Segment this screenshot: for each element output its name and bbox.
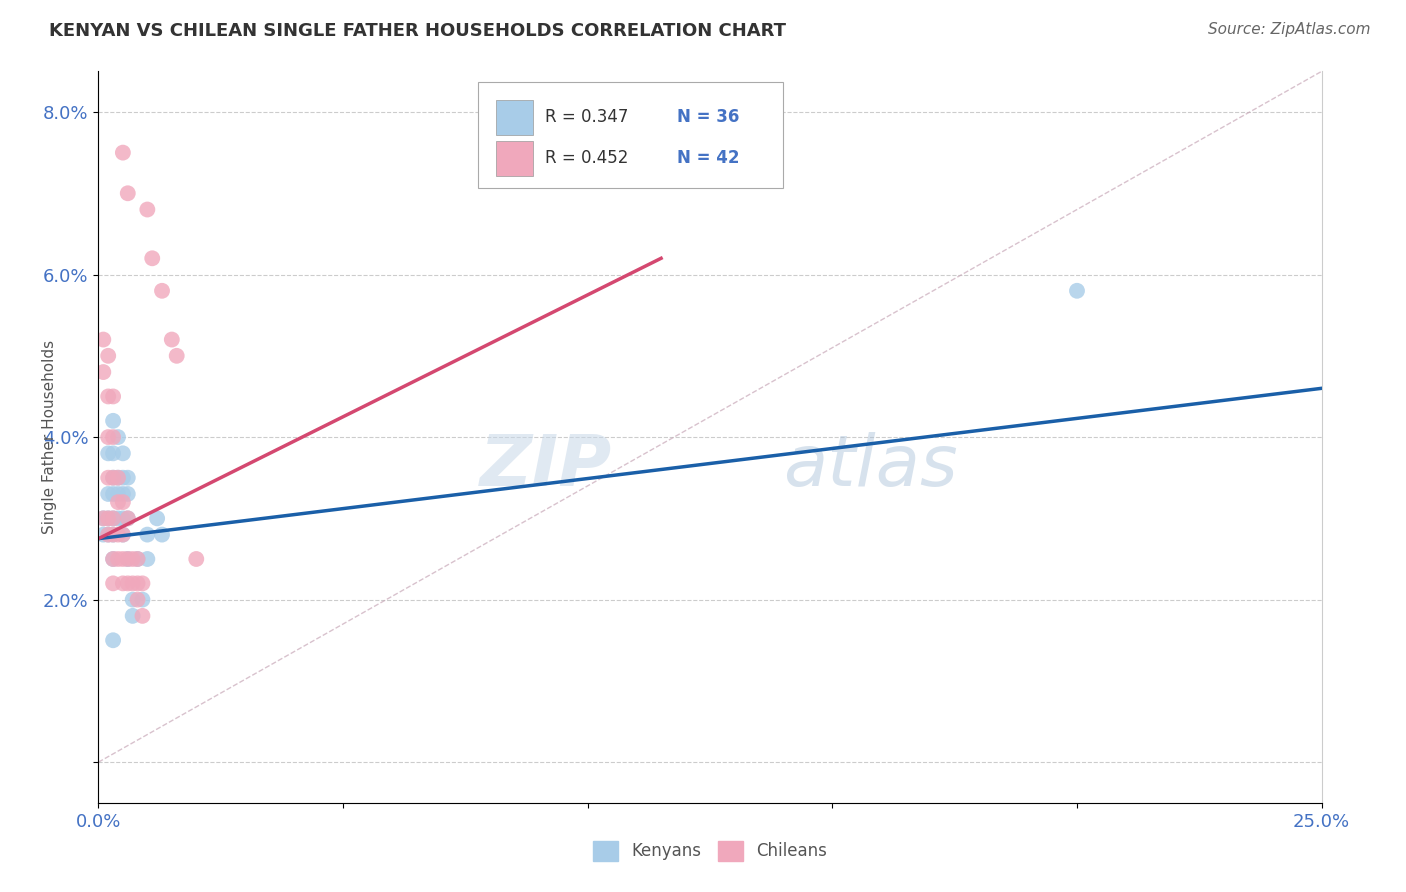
Point (111, 527, 134, 541)
Point (101, 471, 124, 485)
Point (121, 576, 143, 591)
Point (111, 495, 134, 509)
Point (127, 552, 149, 566)
Text: Source: ZipAtlas.com: Source: ZipAtlas.com (1208, 22, 1371, 37)
Text: Single Father Households: Single Father Households (42, 340, 58, 534)
Point (121, 552, 143, 566)
Point (127, 552, 149, 566)
Point (111, 527, 134, 541)
Point (101, 487, 124, 501)
Point (101, 552, 124, 566)
Point (107, 495, 129, 509)
Point (107, 471, 129, 485)
Point (91, 511, 114, 525)
Point (97, 471, 120, 485)
Text: N = 36: N = 36 (678, 108, 740, 126)
Point (101, 527, 124, 541)
Point (131, 608, 153, 623)
Point (101, 576, 124, 591)
FancyBboxPatch shape (496, 141, 533, 176)
Point (101, 446, 124, 460)
Point (107, 471, 129, 485)
Point (101, 552, 124, 566)
Point (107, 430, 129, 444)
Point (186, 552, 208, 566)
Point (141, 252, 163, 266)
FancyBboxPatch shape (496, 100, 533, 135)
Text: N = 42: N = 42 (678, 149, 740, 167)
Text: ZIP: ZIP (479, 432, 612, 500)
Point (101, 389, 124, 403)
Point (101, 471, 124, 485)
Point (91, 333, 114, 347)
Point (91, 365, 114, 379)
FancyBboxPatch shape (478, 82, 783, 188)
Point (97, 487, 120, 501)
Point (91, 527, 114, 541)
Legend: Kenyans, Chileans: Kenyans, Chileans (586, 834, 834, 868)
Point (97, 446, 120, 460)
Point (97, 430, 120, 444)
Point (97, 527, 120, 541)
Point (111, 471, 134, 485)
Point (131, 576, 153, 591)
Point (127, 592, 149, 607)
Point (131, 592, 153, 607)
Point (117, 511, 139, 525)
Point (97, 527, 120, 541)
Point (101, 511, 124, 525)
Point (136, 202, 159, 217)
Point (160, 333, 183, 347)
Point (97, 511, 120, 525)
Point (111, 576, 134, 591)
Point (91, 511, 114, 525)
Point (146, 511, 169, 525)
Point (117, 552, 139, 566)
Point (97, 511, 120, 525)
Text: R = 0.347: R = 0.347 (546, 108, 628, 126)
Point (136, 527, 159, 541)
Point (111, 552, 134, 566)
Point (117, 186, 139, 201)
Point (111, 511, 134, 525)
Point (101, 633, 124, 648)
Point (150, 527, 173, 541)
Point (107, 552, 129, 566)
Point (97, 349, 120, 363)
Point (111, 145, 134, 160)
Point (107, 487, 129, 501)
Point (117, 511, 139, 525)
Text: atlas: atlas (783, 432, 957, 500)
Point (107, 527, 129, 541)
Point (117, 552, 139, 566)
Point (117, 487, 139, 501)
Point (117, 471, 139, 485)
Point (111, 487, 134, 501)
Point (121, 592, 143, 607)
Point (101, 414, 124, 428)
Point (1066, 284, 1088, 298)
Point (107, 511, 129, 525)
Point (101, 511, 124, 525)
Text: R = 0.452: R = 0.452 (546, 149, 628, 167)
Point (111, 446, 134, 460)
Text: KENYAN VS CHILEAN SINGLE FATHER HOUSEHOLDS CORRELATION CHART: KENYAN VS CHILEAN SINGLE FATHER HOUSEHOL… (49, 22, 786, 40)
Point (117, 576, 139, 591)
Point (136, 552, 159, 566)
Point (101, 527, 124, 541)
Point (127, 576, 149, 591)
Point (121, 608, 143, 623)
Point (97, 389, 120, 403)
Point (101, 430, 124, 444)
Point (150, 284, 173, 298)
Point (166, 349, 188, 363)
